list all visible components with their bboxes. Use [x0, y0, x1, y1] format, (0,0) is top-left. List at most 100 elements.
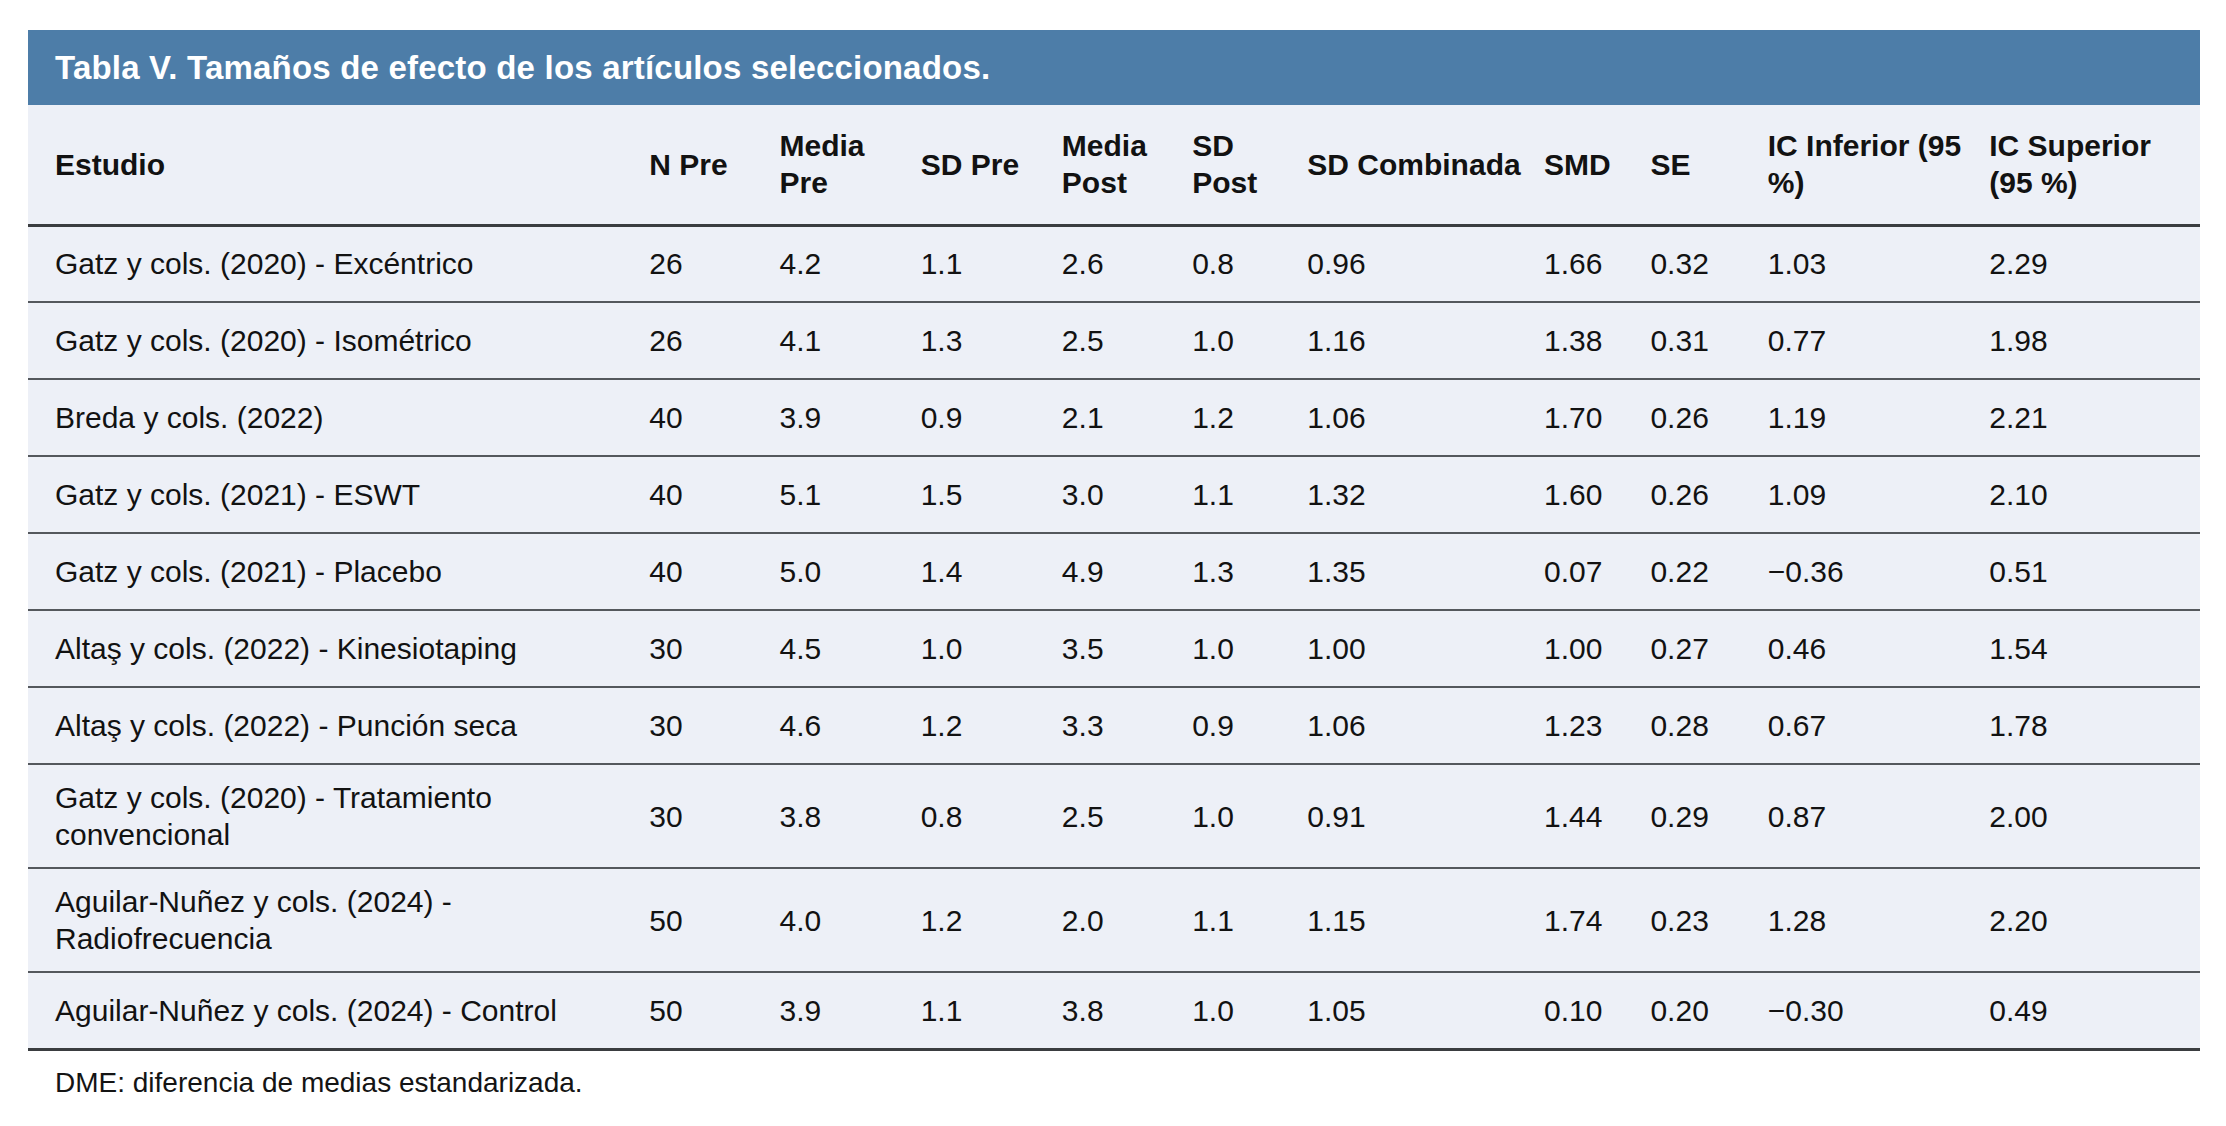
value-cell: 1.44 — [1544, 764, 1650, 868]
value-cell: 26 — [649, 225, 779, 302]
value-cell: 1.19 — [1768, 379, 1990, 456]
value-cell: 1.3 — [921, 302, 1062, 379]
value-cell: 0.28 — [1650, 687, 1767, 764]
table-row: Gatz y cols. (2021) - ESWT405.11.53.01.1… — [28, 456, 2200, 533]
value-cell: 30 — [649, 764, 779, 868]
value-cell: 0.31 — [1650, 302, 1767, 379]
value-cell: 0.46 — [1768, 610, 1990, 687]
value-cell: 0.49 — [1989, 972, 2200, 1049]
value-cell: 1.1 — [921, 972, 1062, 1049]
value-cell: 1.06 — [1307, 687, 1544, 764]
value-cell: 1.1 — [921, 225, 1062, 302]
value-cell: 3.8 — [1062, 972, 1192, 1049]
study-cell: Gatz y cols. (2020) - Isométrico — [28, 302, 649, 379]
value-cell: 1.4 — [921, 533, 1062, 610]
table-row: Breda y cols. (2022)403.90.92.11.21.061.… — [28, 379, 2200, 456]
value-cell: 4.6 — [780, 687, 921, 764]
value-cell: 1.74 — [1544, 868, 1650, 972]
value-cell: 0.91 — [1307, 764, 1544, 868]
value-cell: 4.2 — [780, 225, 921, 302]
value-cell: 4.5 — [780, 610, 921, 687]
value-cell: 3.3 — [1062, 687, 1192, 764]
value-cell: 0.23 — [1650, 868, 1767, 972]
value-cell: 30 — [649, 687, 779, 764]
study-cell: Gatz y cols. (2021) - Placebo — [28, 533, 649, 610]
table-row: Altaş y cols. (2022) - Punción seca304.6… — [28, 687, 2200, 764]
study-cell: Aguilar-Nuñez y cols. (2024) - Radiofrec… — [28, 868, 649, 972]
value-cell: 1.16 — [1307, 302, 1544, 379]
study-cell: Aguilar-Nuñez y cols. (2024) - Control — [28, 972, 649, 1049]
value-cell: 1.0 — [1192, 972, 1307, 1049]
value-cell: 2.21 — [1989, 379, 2200, 456]
value-cell: 0.22 — [1650, 533, 1767, 610]
value-cell: 2.10 — [1989, 456, 2200, 533]
value-cell: 1.00 — [1544, 610, 1650, 687]
value-cell: 2.0 — [1062, 868, 1192, 972]
column-header: Estudio — [28, 105, 649, 225]
column-header: Media Post — [1062, 105, 1192, 225]
value-cell: 1.70 — [1544, 379, 1650, 456]
column-header: SMD — [1544, 105, 1650, 225]
value-cell: 0.67 — [1768, 687, 1990, 764]
value-cell: 0.27 — [1650, 610, 1767, 687]
value-cell: 0.8 — [1192, 225, 1307, 302]
value-cell: 1.09 — [1768, 456, 1990, 533]
column-header: SD Combinada — [1307, 105, 1544, 225]
value-cell: 40 — [649, 456, 779, 533]
table-row: Aguilar-Nuñez y cols. (2024) - Radiofrec… — [28, 868, 2200, 972]
table-row: Aguilar-Nuñez y cols. (2024) - Control50… — [28, 972, 2200, 1049]
value-cell: 1.54 — [1989, 610, 2200, 687]
value-cell: 1.1 — [1192, 868, 1307, 972]
value-cell: 4.9 — [1062, 533, 1192, 610]
value-cell: 0.20 — [1650, 972, 1767, 1049]
column-header: SE — [1650, 105, 1767, 225]
value-cell: 5.1 — [780, 456, 921, 533]
value-cell: 0.07 — [1544, 533, 1650, 610]
table-row: Altaş y cols. (2022) - Kinesiotaping304.… — [28, 610, 2200, 687]
value-cell: 0.9 — [1192, 687, 1307, 764]
column-header: IC Superior (95 %) — [1989, 105, 2200, 225]
value-cell: 1.60 — [1544, 456, 1650, 533]
value-cell: 0.29 — [1650, 764, 1767, 868]
value-cell: 1.03 — [1768, 225, 1990, 302]
value-cell: 1.78 — [1989, 687, 2200, 764]
column-header: IC Inferior (95 %) — [1768, 105, 1990, 225]
value-cell: 3.0 — [1062, 456, 1192, 533]
value-cell: 1.5 — [921, 456, 1062, 533]
value-cell: 3.9 — [780, 972, 921, 1049]
table-header-row: EstudioN PreMedia PreSD PreMedia PostSD … — [28, 105, 2200, 225]
value-cell: 0.77 — [1768, 302, 1990, 379]
value-cell: 0.9 — [921, 379, 1062, 456]
value-cell: 2.5 — [1062, 764, 1192, 868]
value-cell: 1.2 — [1192, 379, 1307, 456]
value-cell: 1.00 — [1307, 610, 1544, 687]
value-cell: 0.8 — [921, 764, 1062, 868]
value-cell: 1.38 — [1544, 302, 1650, 379]
column-header: Media Pre — [780, 105, 921, 225]
value-cell: 2.20 — [1989, 868, 2200, 972]
value-cell: 2.29 — [1989, 225, 2200, 302]
value-cell: 40 — [649, 379, 779, 456]
value-cell: 1.35 — [1307, 533, 1544, 610]
value-cell: 1.23 — [1544, 687, 1650, 764]
value-cell: 3.9 — [780, 379, 921, 456]
value-cell: 2.00 — [1989, 764, 2200, 868]
value-cell: 5.0 — [780, 533, 921, 610]
table-row: Gatz y cols. (2021) - Placebo405.01.44.9… — [28, 533, 2200, 610]
value-cell: 40 — [649, 533, 779, 610]
value-cell: 30 — [649, 610, 779, 687]
value-cell: 1.28 — [1768, 868, 1990, 972]
value-cell: 1.0 — [1192, 302, 1307, 379]
value-cell: 1.3 — [1192, 533, 1307, 610]
value-cell: 0.26 — [1650, 379, 1767, 456]
study-cell: Gatz y cols. (2020) - Excéntrico — [28, 225, 649, 302]
value-cell: 1.05 — [1307, 972, 1544, 1049]
value-cell: 1.66 — [1544, 225, 1650, 302]
value-cell: 3.8 — [780, 764, 921, 868]
value-cell: 0.26 — [1650, 456, 1767, 533]
value-cell: 1.2 — [921, 687, 1062, 764]
value-cell: 0.32 — [1650, 225, 1767, 302]
study-cell: Altaş y cols. (2022) - Punción seca — [28, 687, 649, 764]
table-footnote: DME: diferencia de medias estandarizada. — [55, 1067, 2200, 1099]
table-row: Gatz y cols. (2020) - Excéntrico264.21.1… — [28, 225, 2200, 302]
